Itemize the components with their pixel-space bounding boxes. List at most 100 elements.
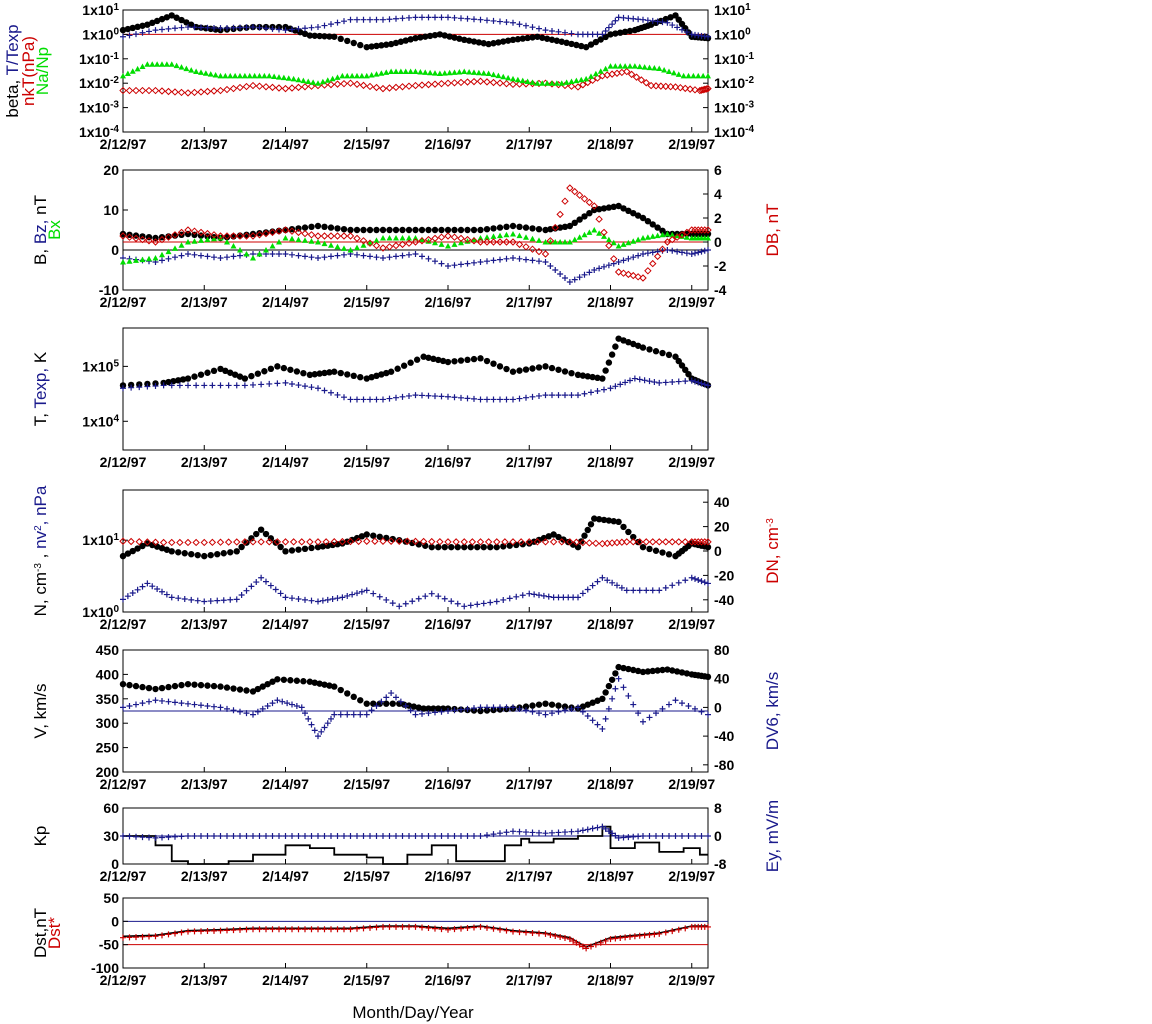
data-point [354, 72, 360, 79]
data-point [592, 70, 599, 77]
data-point [497, 704, 503, 711]
y-axis-label-right: DN, cm-3 [763, 518, 782, 584]
data-point [644, 250, 651, 257]
data-point [480, 543, 487, 551]
y-tick-label-right: 1x10-1 [714, 50, 754, 67]
data-point [337, 711, 344, 718]
data-point [295, 382, 302, 389]
data-point [204, 702, 211, 709]
data-point [152, 382, 159, 389]
data-point [704, 226, 712, 234]
data-point [237, 926, 243, 933]
data-point [178, 24, 185, 31]
data-point [438, 241, 445, 247]
data-point [617, 63, 624, 69]
data-point [669, 247, 676, 254]
data-point [470, 237, 478, 245]
data-point [227, 549, 234, 556]
y-tick-label-right: 1x100 [714, 26, 751, 43]
data-point [536, 392, 542, 399]
data-point [589, 699, 596, 706]
data-point [607, 385, 614, 392]
data-point [581, 231, 588, 238]
data-point [328, 715, 334, 722]
data-point [535, 364, 543, 371]
data-point [669, 379, 676, 385]
data-point [315, 598, 321, 605]
data-point [368, 43, 375, 50]
data-point [308, 833, 315, 839]
data-point [438, 260, 445, 267]
data-point [340, 226, 348, 233]
data-point [452, 538, 460, 546]
data-point [425, 833, 432, 839]
data-point [407, 68, 414, 75]
data-point [334, 19, 341, 26]
data-point [672, 833, 679, 839]
data-point [500, 73, 507, 80]
data-point [373, 71, 380, 77]
data-point [704, 230, 712, 238]
data-point [301, 229, 309, 238]
data-point [373, 42, 380, 50]
data-point [675, 378, 682, 385]
data-point [394, 365, 401, 372]
data-point [159, 251, 165, 258]
data-point [425, 354, 432, 361]
data-point [129, 68, 136, 74]
data-point [649, 587, 656, 594]
data-point [592, 38, 600, 46]
data-point [319, 78, 326, 85]
data-point [243, 231, 250, 238]
data-point [505, 74, 512, 81]
y-tick-label-left: 1x10-4 [79, 124, 119, 141]
data-point [431, 31, 439, 39]
x-tick-label: 2/12/97 [100, 136, 147, 152]
data-point [630, 666, 637, 674]
data-point [344, 37, 351, 45]
data-point [445, 14, 451, 21]
data-point [188, 67, 195, 73]
data-point [578, 42, 585, 50]
data-point [425, 392, 432, 399]
data-point [643, 587, 650, 594]
data-point [547, 263, 554, 269]
data-point [705, 382, 711, 389]
x-tick-label: 2/13/97 [181, 136, 228, 152]
data-point [685, 702, 692, 709]
data-point [282, 548, 289, 555]
data-point [282, 594, 289, 601]
data-point [461, 603, 468, 610]
data-point [563, 39, 570, 47]
data-point [315, 24, 321, 31]
data-point [586, 210, 593, 217]
data-point [406, 251, 412, 258]
data-point [259, 683, 266, 690]
y-tick-label-right: 0 [714, 828, 722, 844]
data-point [284, 700, 291, 707]
data-point [360, 833, 367, 839]
data-point [509, 222, 517, 230]
data-point [178, 929, 185, 936]
data-point [542, 226, 549, 234]
data-point [675, 71, 682, 77]
data-point [399, 923, 406, 930]
data-point [321, 254, 328, 261]
data-point [654, 224, 661, 231]
data-point [405, 82, 413, 90]
data-point [378, 70, 385, 76]
data-point [179, 376, 187, 383]
data-point [542, 27, 549, 34]
data-point [164, 87, 173, 96]
data-point [290, 75, 297, 82]
data-point [407, 359, 414, 366]
data-point [555, 708, 562, 715]
panel-p2: 2/12/97 2/13/97 2/14/97 2/15/97 2/16/97 2/17/… [31, 162, 782, 310]
data-point [649, 249, 656, 256]
data-point [276, 833, 282, 839]
data-point [594, 824, 601, 831]
data-point [515, 240, 524, 249]
data-point [510, 928, 516, 935]
data-point [380, 923, 386, 930]
series-black-dot [119, 515, 712, 560]
